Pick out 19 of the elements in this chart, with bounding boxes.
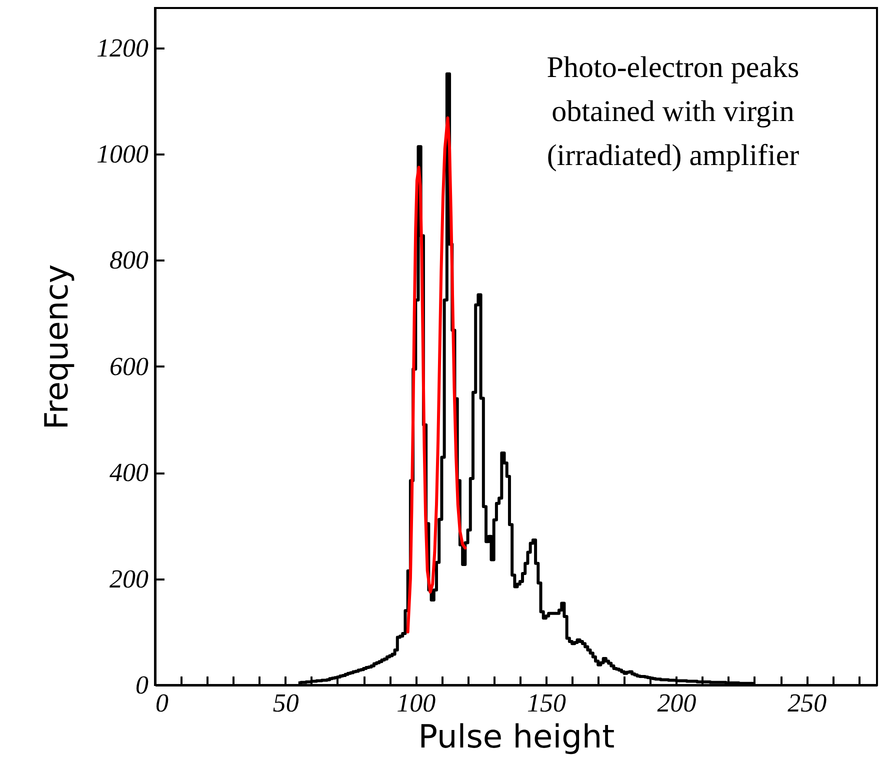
- x-axis-title: Pulse height: [418, 718, 615, 756]
- y-tick-label: 600: [110, 352, 148, 381]
- y-tick-label: 200: [110, 564, 148, 594]
- annotation: (irradiated) amplifier: [546, 139, 800, 172]
- line-series: [406, 116, 467, 634]
- x-tick-label: 250: [788, 688, 827, 718]
- x-tick-label: 200: [657, 688, 696, 718]
- y-tick-label: 800: [110, 246, 148, 275]
- x-tick-label: 0: [156, 688, 168, 718]
- x-tick-label: 100: [396, 688, 436, 718]
- y-axis-title: Frequency: [38, 264, 76, 430]
- y-tick-label: 1000: [96, 140, 148, 169]
- y-tick-label: 400: [110, 458, 148, 488]
- y-tick-label: 0: [136, 670, 148, 700]
- x-tick-label: 150: [526, 688, 566, 718]
- x-tick-label: 50: [272, 688, 299, 718]
- annotation: Photo-electron peaks: [546, 51, 800, 84]
- annotation: obtained with virgin: [552, 95, 794, 128]
- y-tick-label: 1200: [96, 33, 148, 62]
